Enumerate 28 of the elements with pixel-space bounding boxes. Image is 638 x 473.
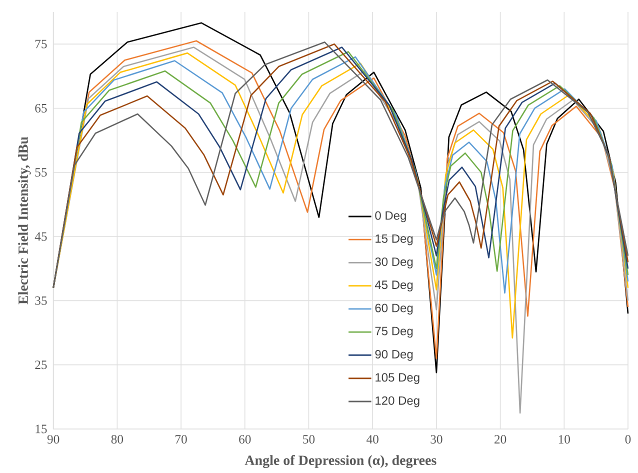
y-tick-label: 65: [35, 104, 47, 112]
x-tick-label: 50: [303, 435, 315, 444]
x-tick-label: 80: [111, 435, 124, 444]
y-tick-label: 25: [35, 360, 47, 370]
x-tick-label: 40: [366, 435, 378, 444]
x-tick-label: 90: [47, 435, 60, 444]
y-tick-label: 35: [35, 296, 47, 305]
y-tick-label: 75: [35, 40, 47, 48]
y-tick-label: 45: [34, 232, 47, 241]
legend-label: 105 Deg: [376, 373, 420, 384]
legend-label: 15 Deg: [376, 234, 413, 246]
x-tick-label: 70: [176, 435, 187, 444]
legend-label: 60 Deg: [375, 304, 413, 315]
x-tick-label: 0: [625, 435, 631, 444]
y-tick-label: 55: [35, 168, 47, 177]
legend-label: 75 Deg: [375, 326, 413, 338]
x-tick-label: 60: [239, 435, 251, 444]
legend-label: 30 Deg: [375, 258, 413, 268]
x-tick-label: 20: [494, 435, 506, 444]
y-tick-label: 15: [36, 424, 47, 434]
legend-label: 0 Deg: [375, 211, 406, 222]
legend-label: 120 Deg: [376, 396, 420, 408]
legend-label: 90 Deg: [375, 350, 413, 361]
x-tick-label: 30: [430, 435, 442, 444]
legend-label: 45 Deg: [374, 280, 413, 292]
x-tick-label: 10: [558, 435, 570, 444]
y-axis-title: Electric Field Intensity, dBu: [18, 136, 31, 304]
x-axis-title: Angle of Depression (α), degrees: [244, 455, 436, 468]
